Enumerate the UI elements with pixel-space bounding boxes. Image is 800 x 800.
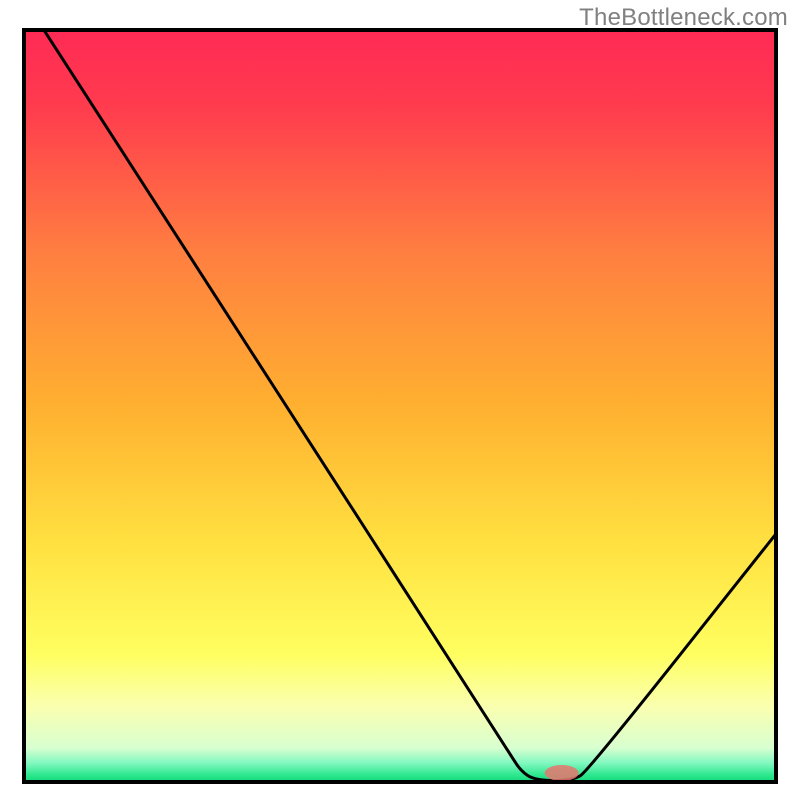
optimal-point-marker xyxy=(545,765,579,781)
bottleneck-chart xyxy=(0,0,800,800)
chart-container: { "watermark": "TheBottleneck.com", "cha… xyxy=(0,0,800,800)
plot-background xyxy=(24,30,776,782)
watermark-text: TheBottleneck.com xyxy=(579,4,788,32)
